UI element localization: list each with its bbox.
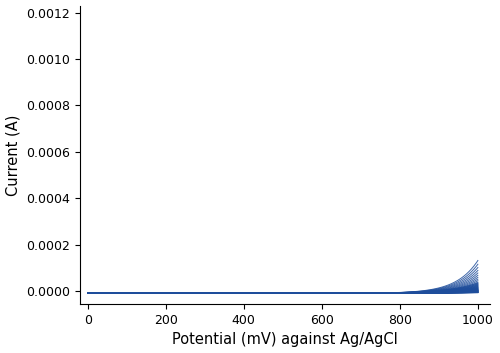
Y-axis label: Current (A): Current (A) bbox=[6, 114, 20, 196]
X-axis label: Potential (mV) against Ag/AgCl: Potential (mV) against Ag/AgCl bbox=[172, 333, 398, 347]
